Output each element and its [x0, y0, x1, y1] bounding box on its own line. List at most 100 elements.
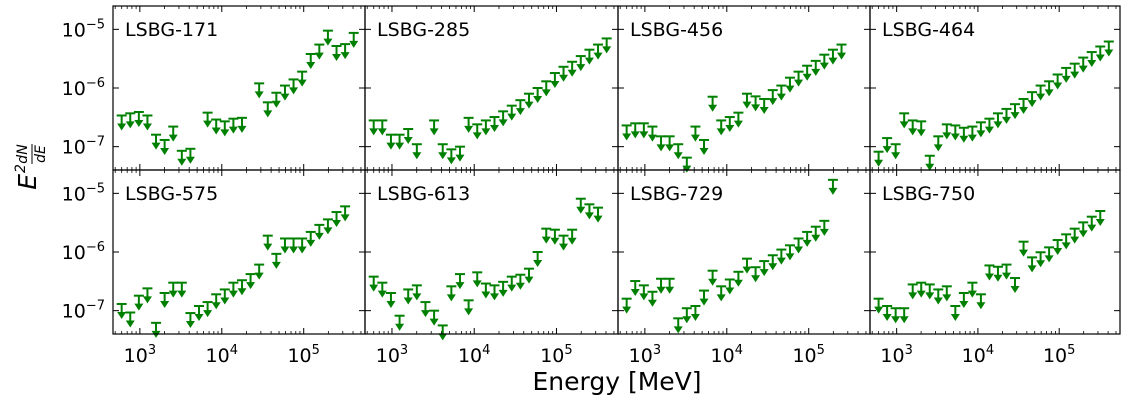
upper-limit-marker: [707, 269, 718, 286]
upper-limit-marker: [236, 279, 247, 296]
upper-limit-marker: [984, 264, 995, 281]
y-tick-label: 10−6: [62, 76, 105, 100]
upper-limit-marker: [924, 283, 935, 300]
upper-limit-marker: [630, 280, 641, 297]
upper-limit-marker: [733, 270, 744, 287]
upper-limit-marker: [549, 72, 560, 89]
upper-limit-marker: [262, 234, 273, 251]
upper-limit-marker: [133, 294, 144, 311]
x-tick-label: 104: [458, 343, 490, 367]
upper-limit-marker: [142, 114, 153, 131]
upper-limit-marker: [767, 254, 778, 271]
upper-limit-marker: [916, 120, 927, 137]
upper-limit-marker: [733, 111, 744, 128]
y-tick-label-text: 10−5: [62, 17, 105, 41]
upper-limit-marker: [690, 305, 701, 322]
upper-limit-marker: [873, 297, 884, 314]
upper-limit-marker: [690, 125, 701, 142]
y-tick-label-text: 10−6: [62, 240, 105, 264]
upper-limit-marker: [1018, 97, 1029, 114]
x-axis-title: Energy [MeV]: [532, 367, 701, 396]
upper-limit-marker: [759, 97, 770, 114]
upper-limit-marker: [142, 287, 153, 304]
upper-limit-marker: [288, 78, 299, 95]
x-tick-label: 104: [711, 343, 743, 367]
upper-limit-marker: [681, 156, 692, 173]
upper-limit-marker: [1103, 40, 1114, 57]
upper-limit-marker: [1044, 80, 1055, 97]
upper-limit-marker: [802, 64, 813, 81]
y-tick-label: 10−6: [62, 240, 105, 264]
x-tick-label: 104: [206, 343, 238, 367]
x-tick-label-text: 103: [124, 343, 156, 367]
upper-limit-marker: [202, 111, 213, 128]
upper-limit-marker: [271, 252, 282, 269]
y-tick-label-text: 10−5: [62, 181, 105, 205]
panel-lsbg-750: 103 104 105 LSBG-750: [869, 169, 1121, 367]
upper-limit-marker: [575, 197, 586, 214]
y-tick-label: 10−5: [62, 181, 105, 205]
upper-limit-marker: [297, 70, 308, 87]
upper-limit-marker: [159, 292, 170, 308]
panel-label: LSBG-171: [125, 19, 218, 41]
upper-limit-marker: [907, 283, 918, 300]
x-tick-label: 103: [124, 343, 156, 367]
upper-limit-marker: [1001, 263, 1012, 280]
panel-lsbg-456: LSBG-456: [617, 5, 871, 173]
upper-limit-marker: [638, 284, 649, 301]
upper-limit-marker: [446, 285, 457, 302]
upper-limit-marker: [151, 321, 162, 338]
x-tick-label: 103: [376, 343, 408, 367]
upper-limit-marker: [741, 257, 752, 274]
upper-limit-marker: [340, 43, 351, 60]
upper-limit-marker: [741, 92, 752, 109]
upper-limit-marker: [151, 133, 162, 150]
upper-limit-marker: [890, 307, 901, 324]
upper-limit-marker: [271, 91, 282, 108]
upper-limit-marker: [941, 285, 952, 302]
upper-limit-marker: [784, 76, 795, 93]
panel-lsbg-171: 10−7 10−6 10−5 LSBG-171: [62, 5, 366, 171]
upper-limit-marker: [279, 237, 290, 254]
upper-limit-marker: [1069, 62, 1080, 79]
upper-limit-marker: [228, 281, 239, 298]
upper-limit-marker: [1027, 256, 1038, 273]
upper-limit-marker: [681, 307, 692, 324]
upper-limit-marker: [541, 227, 552, 244]
upper-limit-marker: [498, 110, 509, 127]
upper-limit-marker: [767, 89, 778, 106]
upper-limit-marker: [524, 267, 535, 284]
upper-limit-marker: [211, 118, 222, 135]
upper-limit-marker: [262, 101, 273, 118]
y-axis-title: E 2 dN dE: [13, 144, 49, 190]
upper-limit-marker: [348, 31, 359, 48]
upper-limit-marker: [1027, 91, 1038, 108]
upper-limit-marker: [1044, 246, 1055, 263]
panel-lsbg-464: LSBG-464: [869, 5, 1121, 171]
panel-label: LSBG-750: [882, 183, 975, 205]
upper-limit-marker: [472, 271, 483, 288]
upper-limit-marker: [185, 147, 196, 164]
upper-limit-marker: [524, 92, 535, 109]
upper-limit-marker: [228, 117, 239, 134]
upper-limit-marker: [411, 284, 422, 301]
upper-limit-marker: [836, 43, 847, 60]
upper-limit-marker: [437, 143, 448, 160]
upper-limit-marker: [377, 119, 388, 136]
upper-limit-marker: [305, 230, 316, 247]
upper-limit-marker: [567, 60, 578, 77]
upper-limit-marker: [159, 138, 170, 155]
upper-limit-marker: [385, 133, 396, 150]
upper-limit-marker: [584, 203, 595, 220]
upper-limit-marker: [532, 251, 543, 267]
y-tick-label: 10−7: [62, 135, 105, 159]
panel-lsbg-575: 103 104 105 10−7 10−6 10−5 LSBG-575: [62, 169, 366, 367]
upper-limit-marker: [305, 52, 316, 69]
upper-limit-marker: [314, 223, 325, 240]
upper-limit-marker: [950, 305, 961, 322]
upper-limit-marker: [1035, 251, 1046, 268]
x-tick-label: 105: [792, 343, 824, 367]
upper-limit-marker: [532, 87, 543, 103]
panel-label: LSBG-456: [630, 19, 723, 41]
upper-limit-marker: [1061, 66, 1072, 83]
